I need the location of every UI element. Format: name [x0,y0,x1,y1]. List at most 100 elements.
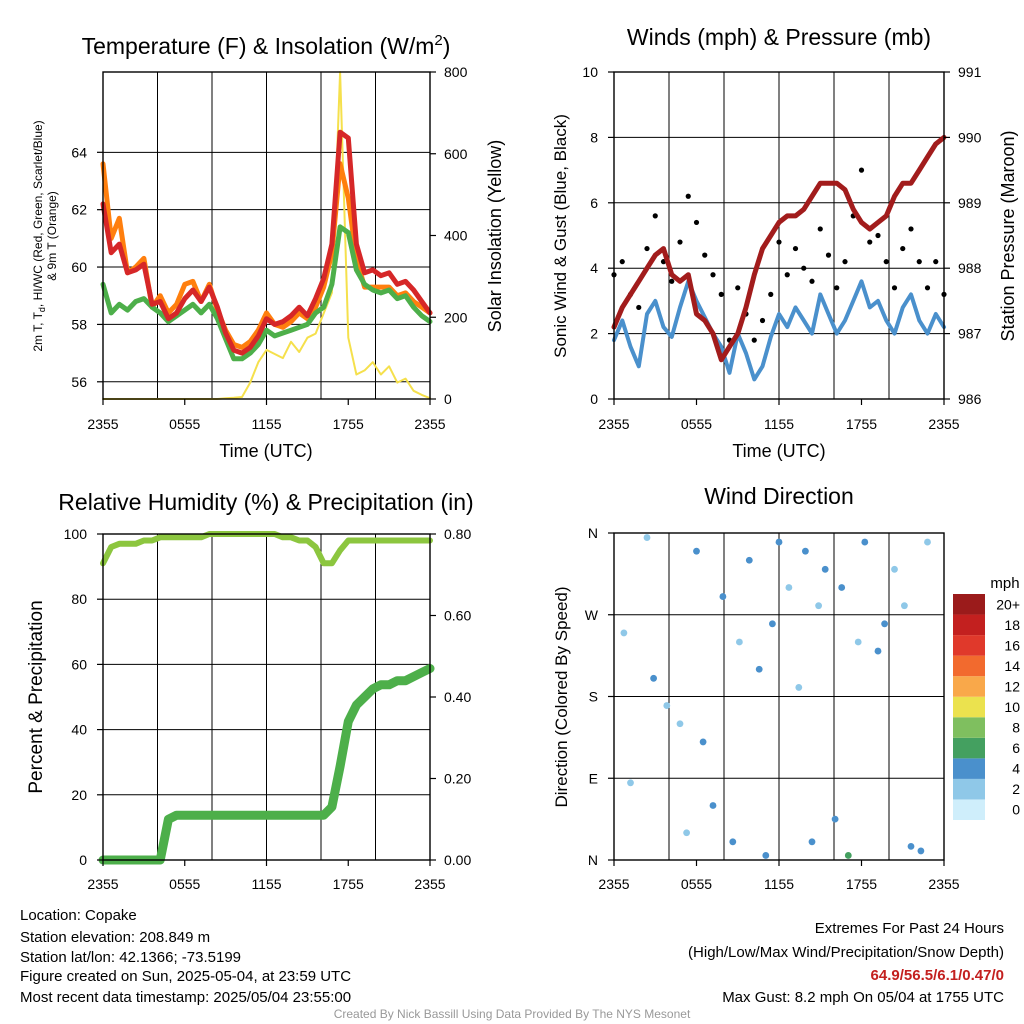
wind-direction-point [924,538,931,546]
y-tick-label: 800 [444,64,468,80]
temperature-panel: Temperature (F) & Insolation (W/m2) 56 58… [31,32,505,461]
wind-gust-point [825,252,832,258]
wind-direction-point [683,829,690,837]
latlon-label: Station lat/lon: 42.1366; -73.5199 [20,949,242,966]
y-tick-label: 0 [444,391,452,407]
x-tick-label: 0555 [681,416,712,432]
y-tick-label: 990 [958,129,982,145]
wind-direction-point [785,584,793,591]
y-tick-label: 58 [71,316,87,332]
wind-gust-point [735,285,741,291]
colorbar-swatch [953,737,985,759]
wind-gust-point [834,285,840,291]
wind-direction-point [709,802,717,809]
y-tick-label: 0.60 [444,608,471,624]
humidity-x-ticks: 2355 0555 1155 1755 2355 [87,860,446,892]
wind-gust-point [759,317,766,324]
wind-gust-point [867,239,873,245]
temperature-y-ticks: 56 58 60 62 64 [71,144,103,390]
direction-title: Wind Direction [704,483,854,509]
humidity-grid [103,534,430,860]
colorbar-swatch [953,614,985,636]
y-tick-label: 4 [590,260,598,276]
created-label: Figure created on Sun, 2025-05-04, at 23… [20,968,352,985]
temperature-grid [103,72,430,399]
wind-gust-point [693,219,700,226]
humidity-title: Relative Humidity (%) & Precipitation (i… [58,489,473,515]
wind-gust-point [933,259,939,265]
wind-gust-point [677,239,683,245]
x-tick-label: 2355 [598,416,629,432]
extremes-title: Extremes For Past 24 Hours [814,920,1004,937]
y-tick-label: 8 [590,129,598,145]
wind-direction-point [917,847,925,855]
wind-x-ticks: 2355 0555 1155 1755 2355 [598,399,960,432]
y-tick-label: 20 [71,787,87,803]
pressure-y-axis-label: Station Pressure (Maroon) [998,130,1018,341]
colorbar-label: 20+ [996,596,1020,612]
wind-direction-point [745,556,753,564]
colorbar-label: 18 [1004,617,1020,633]
colorbar-label: 0 [1012,802,1020,818]
wind-gust-point [644,245,650,252]
wind-gust-point [801,265,807,271]
y-tick-label: 0.40 [444,689,471,705]
location-label: Location: Copake [20,907,137,924]
y-tick-label: 200 [444,309,468,325]
x-tick-label: 2355 [87,416,118,432]
wind-y-axis-label: Sonic Wind & Gust (Blue, Black) [551,114,570,358]
wind-direction-point [650,674,657,682]
direction-tick-label: W [585,607,599,623]
wind-gust-point [619,259,625,265]
x-tick-label: 2355 [928,416,959,432]
y-tick-label: 0.00 [444,852,471,868]
wind-gust-point [784,272,790,278]
wind-direction-point [769,620,776,628]
colorbar-label: 12 [1004,678,1020,694]
wind-direction-point [838,584,846,591]
wind-direction-point [620,629,628,637]
wind-direction-point [719,593,727,600]
y-tick-label: 0.80 [444,526,471,542]
wind-direction-point [821,565,829,573]
y-tick-label: 987 [958,326,982,342]
wind-direction-point [795,684,803,691]
wind-direction-point [643,534,651,541]
y-tick-label: 80 [71,591,87,607]
x-tick-label: 1755 [333,876,364,892]
y-tick-label: 986 [958,391,982,407]
direction-points [620,534,931,859]
colorbar-swatch [953,676,985,697]
insolation-y-axis-label: Solar Insolation (Yellow) [485,140,505,332]
wind-direction-point [627,779,634,787]
colorbar-swatch [953,635,985,656]
x-tick-label: 1755 [846,876,877,892]
x-tick-label: 1155 [251,876,281,892]
wind-gust-point [842,259,848,265]
x-tick-label: 0555 [681,876,712,892]
colorbar: 0 2 4 6 8 10 12 14 16 18 20+ [953,594,1020,820]
wind-speed-line [612,279,946,382]
wind-gust-point [710,272,716,278]
y-tick-label: 40 [71,722,87,738]
wind-direction-point [693,547,700,555]
wind-gust-point [900,245,906,252]
colorbar-swatch [953,778,985,800]
direction-tick-label: E [589,770,598,786]
recent-data-label: Most recent data timestamp: 2025/05/04 2… [20,989,352,1006]
x-tick-label: 2355 [87,876,118,892]
wind-gust-point [908,226,914,232]
wind-direction-point [861,538,869,546]
y-tick-label: 10 [582,64,598,80]
humidity-y-ticks: 0 20 40 60 80 100 [64,526,103,868]
y-tick-label: 0 [79,852,87,868]
colorbar-swatch [953,655,985,677]
wind-title: Winds (mph) & Pressure (mb) [627,24,931,50]
insolation-y-ticks: 0 200 400 600 800 [430,64,468,407]
wind-series [611,134,947,382]
x-tick-label: 0555 [169,876,200,892]
colorbar-label: 4 [1012,761,1020,777]
